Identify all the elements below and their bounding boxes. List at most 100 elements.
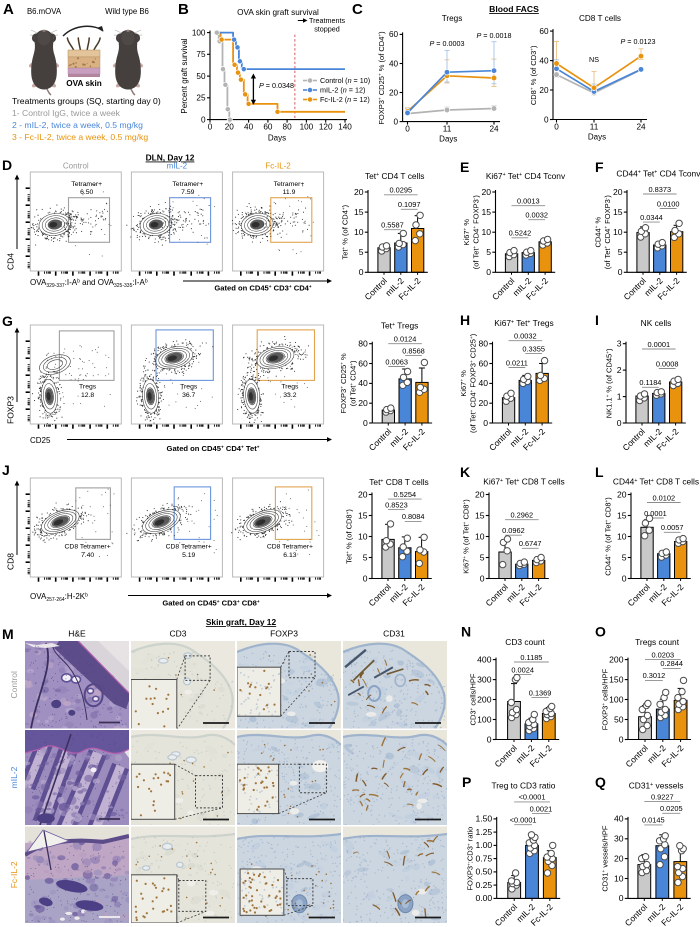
svg-text:0.25: 0.25	[475, 880, 492, 890]
svg-text:60: 60	[358, 358, 368, 368]
svg-text:100: 100	[609, 694, 624, 704]
svg-text:11: 11	[443, 125, 452, 134]
svg-text:10: 10	[354, 227, 364, 237]
svg-text:Tregs: Tregs	[442, 14, 463, 23]
svg-text:Gated on CD45+​ CD3+​ CD8+​: Gated on CD45+​ CD3+​ CD8+​	[162, 599, 260, 608]
svg-text:FOXP3+​ cells/HPF: FOXP3+​ cells/HPF	[601, 668, 610, 730]
svg-text:7.40: 7.40	[81, 552, 94, 559]
svg-text:0.0008: 0.0008	[656, 359, 679, 368]
svg-text:80: 80	[283, 123, 293, 132]
svg-text:15: 15	[481, 207, 491, 217]
svg-text:0.0145: 0.0145	[642, 816, 665, 825]
svg-text:0.75: 0.75	[475, 853, 492, 863]
svg-text:100: 100	[477, 714, 492, 724]
svg-text:Tetramer+: Tetramer+	[71, 181, 102, 188]
svg-text:30: 30	[614, 834, 624, 844]
svg-text:40: 40	[478, 378, 488, 388]
svg-text:P = 0.0018: P = 0.0018	[477, 31, 512, 40]
svg-text:CD25: CD25	[30, 436, 51, 445]
svg-text:3: 3	[617, 339, 622, 349]
svg-text:I: I	[595, 312, 599, 328]
svg-text:0: 0	[619, 893, 624, 903]
svg-text:B: B	[178, 1, 189, 18]
svg-text:Control: Control	[63, 162, 89, 171]
svg-text:10: 10	[614, 873, 624, 883]
svg-text:40: 40	[539, 56, 549, 65]
svg-text:Tet+​ % (of CD4+​): Tet+​ % (of CD4+​)	[341, 204, 350, 259]
svg-text:Ki67+​ %: Ki67+​ %	[459, 370, 468, 397]
svg-text:5: 5	[618, 247, 623, 257]
svg-text:0.0205: 0.0205	[660, 804, 683, 813]
svg-text:Ki67+​ Tet+​ CD8 T cells: Ki67+​ Tet+​ CD8 T cells	[483, 477, 565, 487]
svg-text:Ki67+​ %: Ki67+​ %	[462, 219, 471, 246]
svg-text:Ki67+​ Tet+​ CD4 Tconv: Ki67+​ Tet+​ CD4 Tconv	[486, 171, 566, 181]
svg-text:mIL-2 (n = 12): mIL-2 (n = 12)	[320, 86, 365, 95]
svg-text:6.50: 6.50	[80, 189, 93, 196]
svg-text:0.8084: 0.8084	[402, 512, 425, 521]
svg-text:1.25: 1.25	[475, 827, 492, 837]
svg-text:Treg to CD3 ratio: Treg to CD3 ratio	[491, 781, 555, 791]
svg-text:CD8 Tetramer+: CD8 Tetramer+	[166, 543, 212, 550]
svg-text:200: 200	[477, 694, 492, 704]
svg-text:Gated on CD45+​ CD4+​ Tet+​: Gated on CD45+​ CD4+​ Tet+​	[167, 444, 260, 453]
svg-text:33.2: 33.2	[283, 392, 296, 399]
svg-text:0.0100: 0.0100	[657, 199, 680, 208]
svg-text:40: 40	[244, 123, 254, 132]
svg-text:20: 20	[481, 187, 491, 197]
svg-text:20: 20	[358, 489, 368, 499]
svg-text:N: N	[461, 623, 471, 639]
svg-text:6.13: 6.13	[283, 552, 296, 559]
svg-text:Treatments: Treatments	[309, 16, 345, 25]
svg-text:mIL-2: mIL-2	[9, 766, 19, 788]
svg-text:CD8: CD8	[6, 553, 16, 570]
svg-text:C: C	[352, 1, 363, 18]
svg-text:NK1.1+​ % (of CD45+​): NK1.1+​ % (of CD45+​)	[605, 348, 614, 418]
svg-text:CD8+​ % (of CD3+​): CD8+​ % (of CD3+​)	[529, 45, 538, 105]
svg-text:<0.0001: <0.0001	[510, 816, 537, 825]
svg-text:20: 20	[614, 853, 624, 863]
svg-text:K: K	[460, 464, 470, 480]
svg-text:Percent graft survival: Percent graft survival	[180, 38, 189, 113]
svg-text:Blood FACS: Blood FACS	[489, 4, 539, 14]
svg-text:Tet+​ CD4 T cells: Tet+​ CD4 T cells	[365, 171, 425, 181]
svg-text:0: 0	[201, 115, 206, 124]
svg-text:CD3 count: CD3 count	[505, 637, 545, 647]
svg-text:0: 0	[363, 573, 368, 583]
svg-text:15: 15	[617, 510, 627, 520]
svg-text:60: 60	[478, 358, 488, 368]
svg-text:Control (n = 10): Control (n = 10)	[320, 76, 370, 85]
svg-text:Fc-IL-2: Fc-IL-2	[265, 162, 291, 171]
svg-text:100: 100	[300, 123, 314, 132]
svg-text:M: M	[2, 626, 14, 642]
svg-text:5: 5	[359, 247, 364, 257]
svg-text:stopped: stopped	[314, 25, 340, 34]
svg-text:10: 10	[481, 227, 491, 237]
svg-text:(of Tet+​ CD4+​): (of Tet+​ CD4+​)	[348, 360, 357, 406]
svg-text:G: G	[2, 313, 13, 329]
svg-text:CD44+​ Tet+​ CD8 T cells: CD44+​ Tet+​ CD8 T cells	[613, 477, 699, 487]
svg-text:5: 5	[486, 247, 491, 257]
svg-text:2: 2	[617, 365, 622, 375]
svg-text:0.9227: 0.9227	[651, 792, 674, 801]
svg-text:150: 150	[609, 674, 624, 684]
svg-text:0.0001: 0.0001	[647, 340, 670, 349]
svg-text:FOXP3+​ CD25+​ % (of CD4+​): FOXP3+​ CD25+​ % (of CD4+​)	[377, 31, 386, 125]
svg-text:0.0962: 0.0962	[502, 526, 525, 535]
svg-text:36.7: 36.7	[182, 392, 195, 399]
svg-text:60: 60	[263, 123, 273, 132]
svg-text:0.0057: 0.0057	[661, 523, 684, 532]
svg-text:P = 0.0123: P = 0.0123	[621, 37, 656, 46]
svg-text:40: 40	[614, 814, 624, 824]
svg-text:NS: NS	[589, 55, 599, 64]
svg-text:0: 0	[359, 267, 364, 277]
svg-text:Treatments groups (SQ, startin: Treatments groups (SQ, starting day 0)	[12, 96, 161, 106]
svg-text:20: 20	[389, 88, 399, 97]
svg-text:0: 0	[405, 125, 410, 134]
svg-text:5.19: 5.19	[182, 552, 195, 559]
svg-text:0.3012: 0.3012	[643, 671, 666, 680]
svg-text:P = 0.0348: P = 0.0348	[259, 81, 294, 90]
svg-text:1: 1	[617, 391, 622, 401]
svg-text:0.5254: 0.5254	[393, 490, 416, 499]
svg-text:CD44+​ %: CD44+​ %	[594, 217, 603, 248]
svg-text:0: 0	[622, 573, 627, 583]
